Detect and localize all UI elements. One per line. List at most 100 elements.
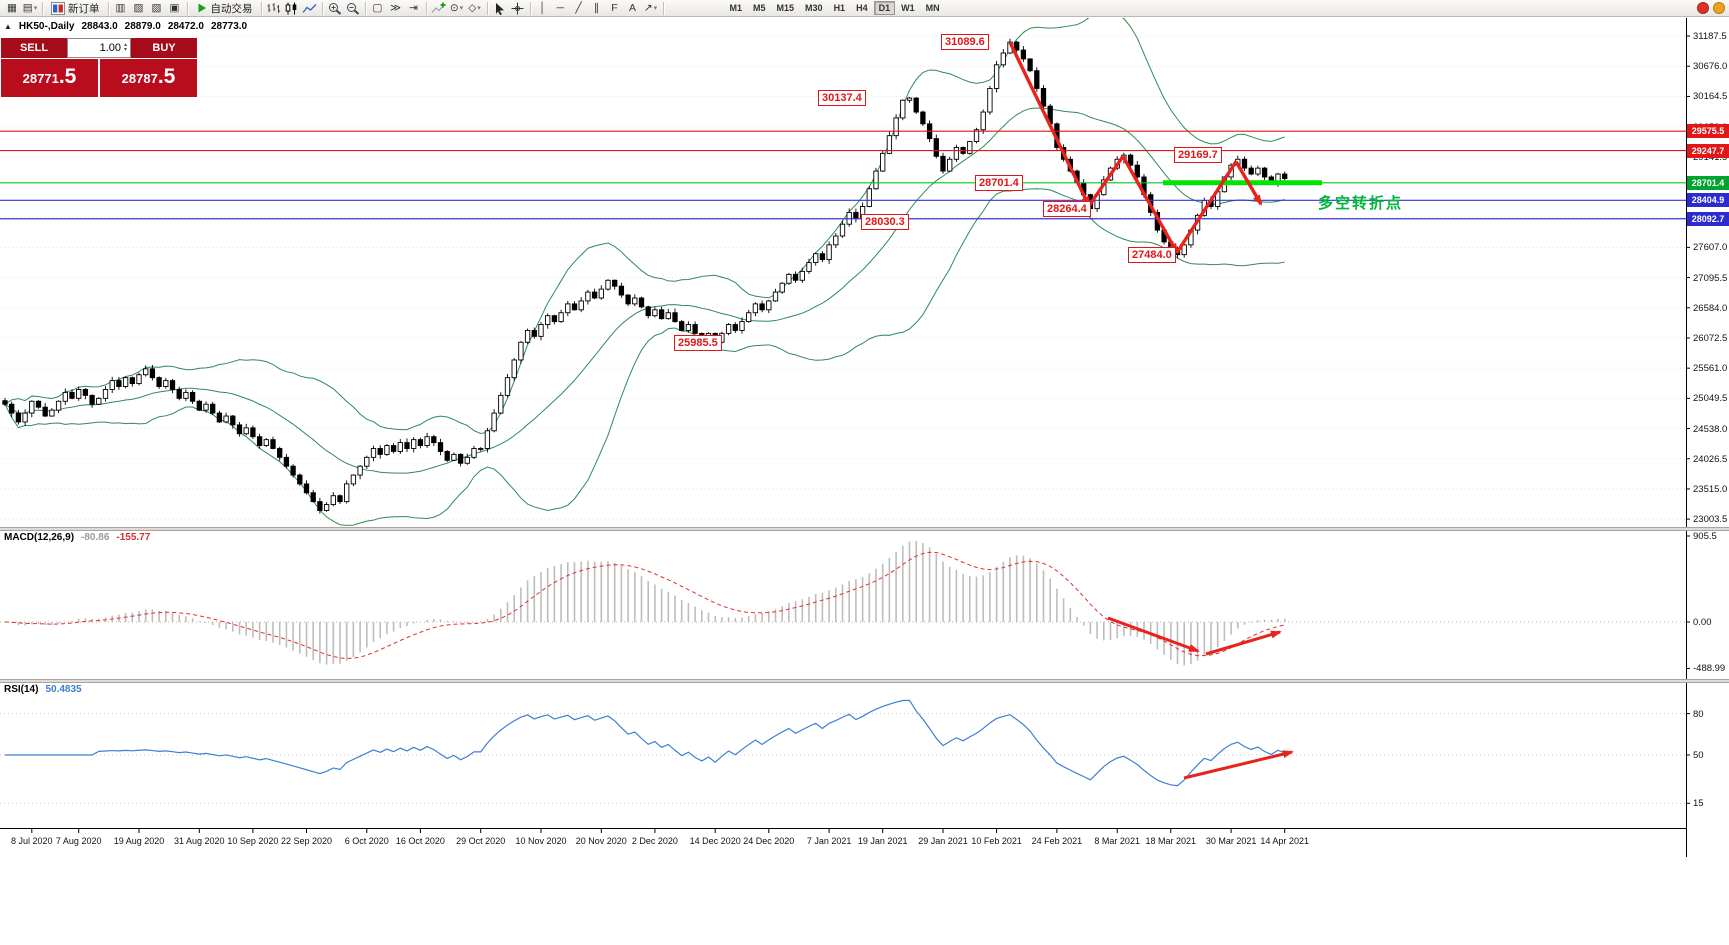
buy-label[interactable]: BUY (131, 38, 197, 58)
calendar-icon[interactable] (1713, 2, 1725, 14)
market-watch-icon[interactable]: ▥ (115, 2, 126, 14)
date-axis-label: 20 Nov 2020 (575, 836, 627, 846)
sell-label[interactable]: SELL (1, 38, 67, 58)
arrows-tool-icon[interactable]: ↗ ▾ (643, 2, 658, 14)
date-axis-label: 18 Mar 2021 (1145, 836, 1197, 846)
tf-button-MN[interactable]: MN (925, 3, 940, 13)
vertical-line-icon[interactable]: │ (539, 2, 546, 14)
fibonacci-icon[interactable]: F (611, 2, 618, 14)
text-icon[interactable]: A (628, 2, 636, 14)
volume-decrease-button[interactable]: ▾ (123, 47, 127, 53)
date-axis-label: 6 Oct 2020 (344, 836, 389, 846)
price-annotation[interactable]: 28030.3 (861, 214, 909, 231)
toolbar-separator (425, 1, 427, 15)
channel-icon[interactable]: ∥ (593, 2, 600, 14)
navigator-icon[interactable]: ▧ (151, 2, 162, 14)
cursor-icon[interactable] (491, 1, 509, 16)
auto-scroll-icon[interactable]: ≫ (390, 2, 401, 14)
price-annotation[interactable]: 30137.4 (818, 90, 866, 107)
buy-button[interactable]: 28787.5 (100, 59, 197, 97)
zoom-out-icon[interactable] (344, 1, 362, 16)
trendline-icon[interactable]: ╱ (575, 2, 582, 14)
line-chart-icon[interactable] (301, 1, 319, 16)
templates-icon[interactable]: ◇ ▾ (468, 2, 481, 14)
price-annotation[interactable]: 27484.0 (1128, 246, 1176, 263)
tf-button-H4[interactable]: H4 (856, 3, 868, 13)
date-axis[interactable]: 8 Jul 2020 7 Aug 2020 19 Aug 2020 31 Aug 20… (0, 829, 1686, 856)
horizontal-line-icon[interactable]: ─ (556, 2, 565, 14)
bar-chart-icon[interactable] (265, 1, 283, 16)
price-annotation[interactable]: 31089.6 (941, 33, 989, 50)
date-axis-label: 16 Oct 2020 (395, 836, 445, 846)
indicators-icon[interactable] (430, 1, 448, 16)
close-value: 28773.0 (210, 21, 248, 32)
date-axis-label: 14 Apr 2021 (1260, 836, 1309, 846)
date-axis-label: 10 Sep 2020 (227, 836, 279, 846)
timeframe-group: M1 M5 M15 M30 H1 H4 D1 W1 MN (725, 1, 945, 15)
panel-separator-macd[interactable] (0, 527, 1729, 531)
candlestick-chart-icon[interactable] (283, 1, 301, 16)
price-annotation[interactable]: 28264.4 (1043, 200, 1091, 217)
volume-spinners: ▴ ▾ (123, 42, 127, 53)
date-axis-label: 19 Jan 2021 (857, 836, 908, 846)
date-axis-label: 24 Feb 2021 (1031, 836, 1083, 846)
rsi-indicator-label: RSI(14) 50.4835 (4, 684, 82, 695)
date-axis-label: 10 Nov 2020 (515, 836, 567, 846)
one-click-trading-panel: SELL 1.00 ▴ ▾ BUY 28771.5 28787.5 (1, 38, 197, 97)
sell-button[interactable]: 28771.5 (1, 59, 98, 97)
date-axis-label: 19 Aug 2020 (113, 836, 165, 846)
one-click-toggle[interactable]: ▲ (4, 22, 12, 31)
toolbar-right-icons (1697, 2, 1725, 14)
volume-field[interactable]: 1.00 ▴ ▾ (67, 38, 131, 58)
open-value: 28843.0 (81, 21, 118, 32)
high-value: 28879.0 (124, 21, 161, 32)
news-icon[interactable] (1697, 2, 1709, 14)
date-axis-label: 10 Feb 2021 (971, 836, 1022, 846)
toolbar-separator (42, 1, 43, 15)
periods-icon[interactable]: ⊙ ▾ (449, 2, 464, 14)
date-axis-label: 7 Jan 2021 (806, 836, 852, 846)
price-axis[interactable] (1687, 18, 1729, 857)
autotrade-button[interactable]: 自动交易 (191, 1, 258, 16)
data-window-icon[interactable]: ▨ (133, 2, 144, 14)
date-axis-label: 8 Jul 2020 (11, 836, 53, 846)
price-annotation[interactable]: 29169.7 (1174, 147, 1222, 164)
date-axis-label: 30 Mar 2021 (1205, 836, 1257, 846)
date-axis-label: 29 Oct 2020 (456, 836, 506, 846)
crosshair-icon[interactable] (509, 1, 527, 16)
panel-separator-rsi[interactable] (0, 679, 1729, 683)
toolbar-separator (486, 1, 488, 15)
tf-button-M15[interactable]: M15 (776, 3, 795, 13)
tf-button-M1[interactable]: M1 (729, 3, 743, 13)
chart-note-text[interactable]: 多空转折点 (1318, 195, 1404, 212)
tf-button-H1[interactable]: H1 (833, 3, 846, 13)
rsi-value: 50.4835 (45, 684, 82, 695)
symbol-info: ▲ HK50-,Daily 28843.0 28879.0 28472.0 28… (4, 21, 247, 32)
zoom-in-icon[interactable] (326, 1, 344, 16)
tile-windows-icon[interactable]: ▢ (372, 2, 383, 14)
tf-button-M5[interactable]: M5 (753, 3, 766, 13)
volume-value: 1.00 (99, 42, 121, 54)
tf-button-M30[interactable]: M30 (805, 3, 823, 13)
volume-increase-button[interactable]: ▴ (123, 42, 127, 48)
buy-price-frac: .5 (157, 65, 176, 88)
tf-button-D1[interactable]: D1 (873, 1, 896, 15)
terminal-icon[interactable]: ▣ (169, 2, 180, 14)
date-axis-label: 24 Dec 2020 (743, 836, 795, 846)
new-chart-icon[interactable]: ▦ (7, 2, 17, 14)
price-annotation[interactable]: 25985.5 (674, 335, 722, 352)
date-axis-label: 29 Jan 2021 (918, 836, 968, 846)
toolbar-separator (321, 1, 323, 15)
date-axis-label: 31 Aug 2020 (174, 836, 225, 846)
tf-button-W1[interactable]: W1 (901, 3, 915, 13)
sell-price-frac: .5 (58, 65, 77, 88)
macd-main-value: -80.86 (81, 532, 110, 543)
macd-name: MACD(12,26,9) (4, 532, 75, 543)
toolbar-separator (107, 1, 109, 15)
chart-profiles-icon[interactable]: ▤ ▾ (22, 2, 38, 14)
chart-shift-icon[interactable]: ⇥ (409, 2, 418, 14)
new-order-button[interactable]: 新订单 (46, 1, 105, 16)
price-annotation[interactable]: 28701.4 (975, 174, 1023, 191)
